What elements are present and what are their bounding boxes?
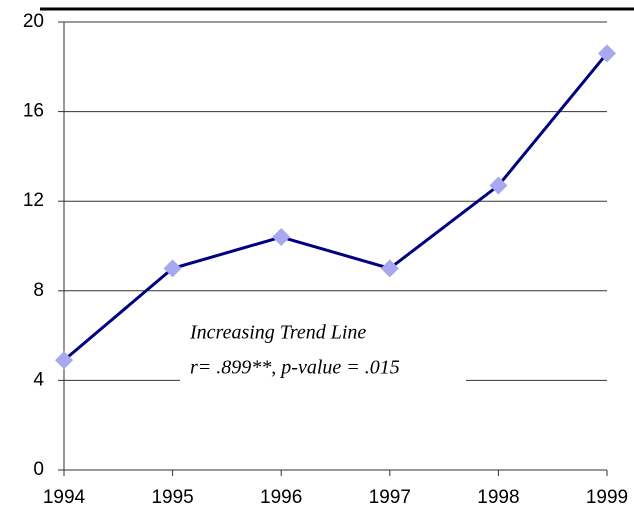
x-tick-label: 1994 bbox=[43, 487, 86, 508]
y-tick-label: 8 bbox=[33, 280, 44, 301]
y-tick-label: 20 bbox=[23, 11, 44, 32]
x-tick-label: 1998 bbox=[477, 487, 519, 508]
x-tick-label: 1996 bbox=[260, 487, 302, 508]
marker bbox=[55, 351, 73, 370]
x-tick-label: 1995 bbox=[151, 487, 193, 508]
marker bbox=[163, 259, 182, 278]
grid bbox=[58, 21, 608, 476]
y-tick-label: 16 bbox=[23, 101, 44, 122]
y-tick-label: 0 bbox=[33, 459, 44, 480]
marker bbox=[489, 176, 508, 195]
annotation-background bbox=[180, 315, 466, 395]
marker bbox=[598, 44, 616, 63]
y-tick-label: 4 bbox=[33, 369, 44, 390]
annotation: r= .899**, p-value = .015 bbox=[190, 357, 400, 379]
series-line bbox=[63, 52, 609, 362]
annotation: Increasing Trend Line bbox=[189, 322, 366, 344]
marker bbox=[272, 228, 291, 247]
x-tick-label: 1999 bbox=[586, 487, 628, 508]
y-tick-label: 12 bbox=[23, 190, 44, 211]
marker bbox=[380, 259, 399, 278]
x-tick-label: 1997 bbox=[369, 487, 411, 508]
